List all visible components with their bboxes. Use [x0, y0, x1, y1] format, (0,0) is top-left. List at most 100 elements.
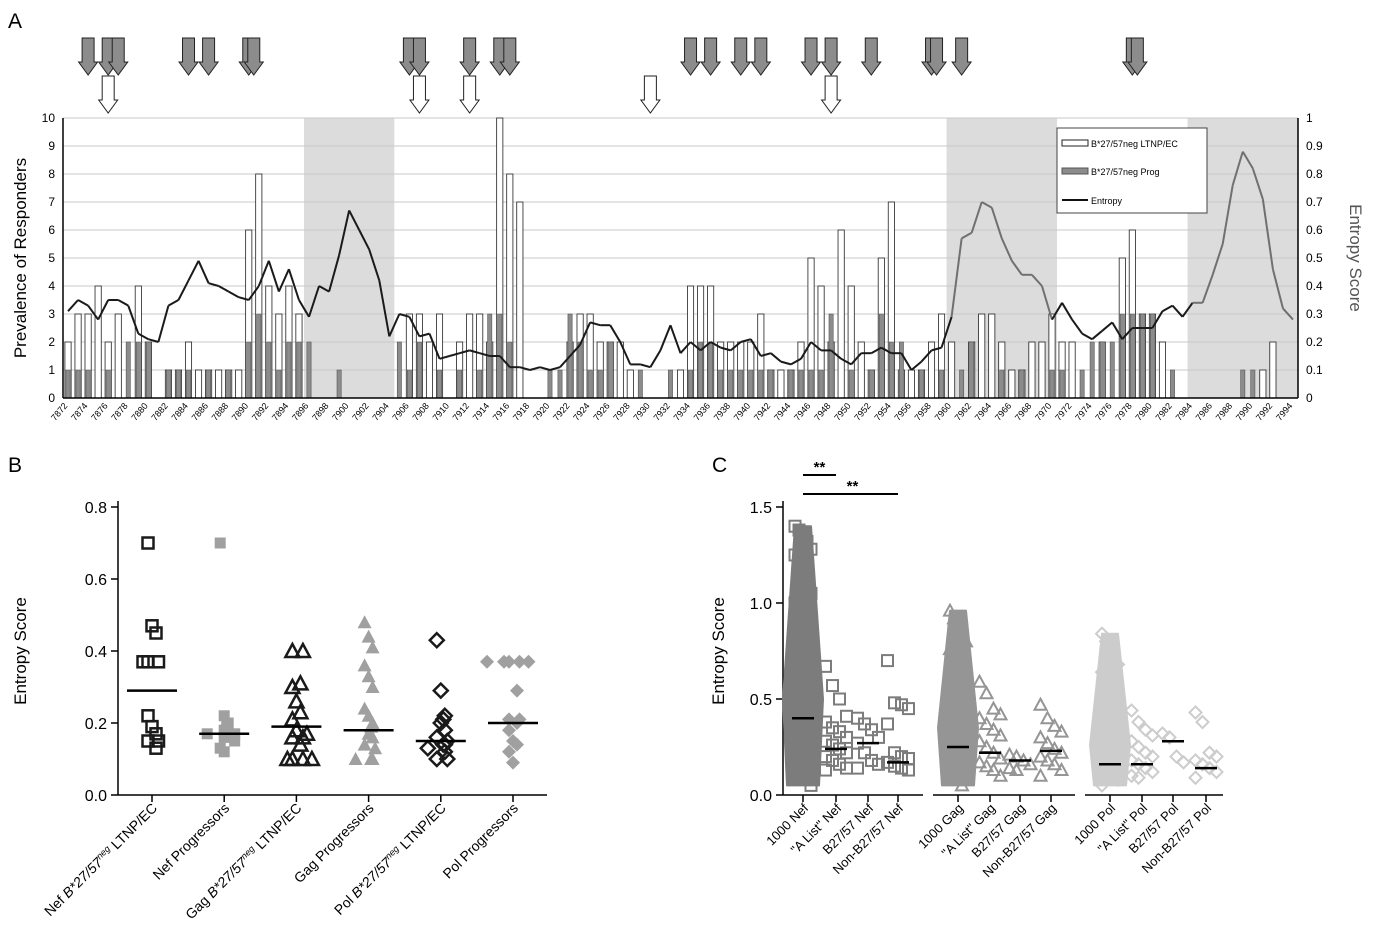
bar-prog [1119, 313, 1125, 399]
bar-prog [75, 369, 81, 399]
entropy-line-segment [148, 338, 159, 343]
entropy-line-segment [981, 201, 993, 209]
data-point [1169, 749, 1184, 765]
entropy-line-segment [338, 210, 351, 256]
x-tick-label: 7980 [1133, 401, 1154, 423]
data-point [946, 610, 962, 625]
bar-prog [246, 341, 252, 399]
entropy-line-segment [399, 313, 410, 318]
bar-prog [85, 369, 91, 399]
entropy-line-segment [348, 209, 361, 231]
data-point [1032, 696, 1049, 711]
panel-b: 0.0 0.2 0.4 0.6 0.8 Entropy Score Nef B*27/57n… [11, 500, 547, 922]
bar-prog [818, 369, 824, 399]
x-tick-label: 7902 [350, 401, 371, 423]
entropy-line-segment [710, 341, 722, 349]
entropy-line-segment [810, 341, 822, 352]
bar-prog [477, 369, 483, 399]
data-point [826, 738, 839, 752]
entropy-line-segment [1161, 304, 1173, 313]
data-point [942, 717, 958, 732]
data-point [946, 648, 962, 663]
entropy-line-segment [760, 352, 772, 357]
data-point [888, 696, 901, 710]
entropy-line-segment [1231, 151, 1244, 186]
data-point [368, 741, 383, 755]
data-point [788, 548, 802, 562]
bar-prog [1099, 341, 1105, 399]
entropy-line-segment [990, 207, 1003, 239]
entropy-line-segment [619, 341, 632, 365]
entropy-line-segment [559, 355, 571, 368]
entropy-line-segment [1111, 321, 1124, 340]
x-tick-label: 7874 [69, 401, 90, 423]
data-point [954, 664, 970, 679]
entropy-line-segment [1211, 243, 1224, 276]
y-tick-label: 0.0 [750, 788, 772, 805]
data-point [792, 606, 806, 620]
bar-prog [788, 369, 794, 399]
bar-prog [1109, 341, 1115, 399]
data-point [1110, 695, 1126, 711]
gray-arrow-icon [750, 37, 772, 76]
data-point [946, 725, 962, 740]
x-tick-label: 7912 [451, 401, 472, 423]
data-point [985, 700, 1002, 715]
entropy-line-segment [780, 360, 792, 366]
data-point [141, 709, 155, 723]
entropy-line-segment [920, 349, 933, 363]
y-tick-label: 2 [48, 335, 55, 349]
bar-ltnp-ec [978, 313, 986, 399]
data-point [145, 619, 159, 633]
x-tick-label: 7960 [933, 401, 954, 423]
bar-ltnp-ec [1028, 341, 1036, 399]
x-tick-label: 7928 [611, 401, 632, 423]
data-point [302, 749, 321, 767]
data-point [895, 698, 908, 712]
data-point [865, 723, 878, 737]
bar-prog [1059, 369, 1065, 399]
x-tick-label: 7880 [129, 401, 150, 423]
data-point [214, 537, 226, 549]
data-point [851, 761, 864, 775]
white-arrow-icon [97, 75, 119, 114]
data-point [1202, 745, 1217, 761]
x-tick-label: 7956 [892, 401, 913, 423]
data-point [992, 767, 1009, 782]
bar-ltnp-ec [837, 229, 845, 399]
data-point [419, 739, 437, 757]
data-point [942, 602, 958, 617]
bar-prog [969, 341, 975, 399]
data-point [434, 735, 453, 754]
data-point [804, 586, 818, 600]
data-point [942, 640, 958, 656]
x-tick-label: 7970 [1033, 401, 1054, 423]
data-point [1032, 748, 1049, 763]
data-point [950, 656, 966, 671]
white-arrow-icon [820, 75, 842, 114]
panel-a: 0 1 2 3 4 5 6 7 8 9 10 0 0.1 0.2 0.3 0.4 0.5 0.6 0.7 0.8 0.9… [11, 37, 1365, 423]
data-point [229, 735, 241, 747]
bar-prog [406, 369, 412, 399]
entropy-line-segment [277, 268, 290, 293]
bar-prog [105, 369, 111, 399]
x-tick-label: 7920 [531, 401, 552, 423]
bar-prog [808, 369, 814, 399]
entropy-line-segment [1181, 302, 1194, 318]
x-tick-label: 7930 [631, 401, 652, 423]
data-point [800, 721, 814, 735]
data-point [1188, 705, 1203, 720]
entropy-line-segment [1251, 168, 1264, 200]
bar-prog [668, 369, 673, 399]
gray-arrow-icon [860, 37, 882, 76]
data-point [348, 752, 363, 765]
entropy-line-segment [1031, 274, 1043, 287]
entropy-line-segment [770, 352, 782, 363]
data-point [1008, 761, 1025, 777]
white-arrow-icon [459, 75, 481, 114]
data-point [792, 654, 806, 668]
y-tick-label: 1 [48, 363, 55, 377]
y-tick-label: 1.0 [750, 596, 772, 613]
entropy-line-segment [157, 305, 170, 343]
data-point [804, 634, 818, 648]
